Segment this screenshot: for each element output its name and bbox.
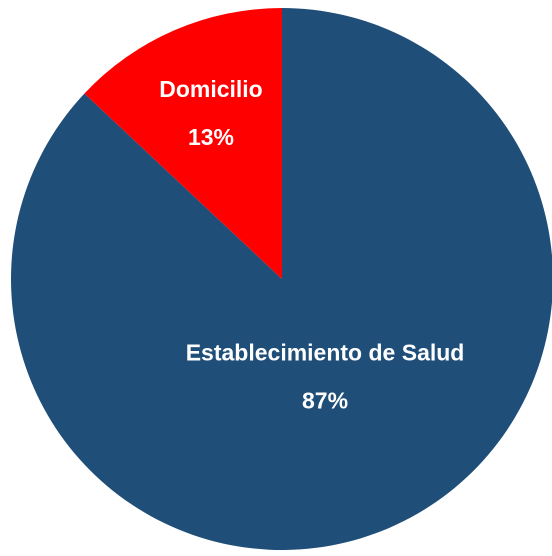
slice-label: Establecimiento de Salud	[186, 340, 465, 366]
slice-label: Domicilio	[159, 76, 263, 102]
slice-value-label: 13%	[188, 124, 234, 150]
pie-slice	[84, 8, 283, 279]
pie-slice	[11, 8, 552, 550]
slice-value-label: 87%	[302, 388, 348, 414]
